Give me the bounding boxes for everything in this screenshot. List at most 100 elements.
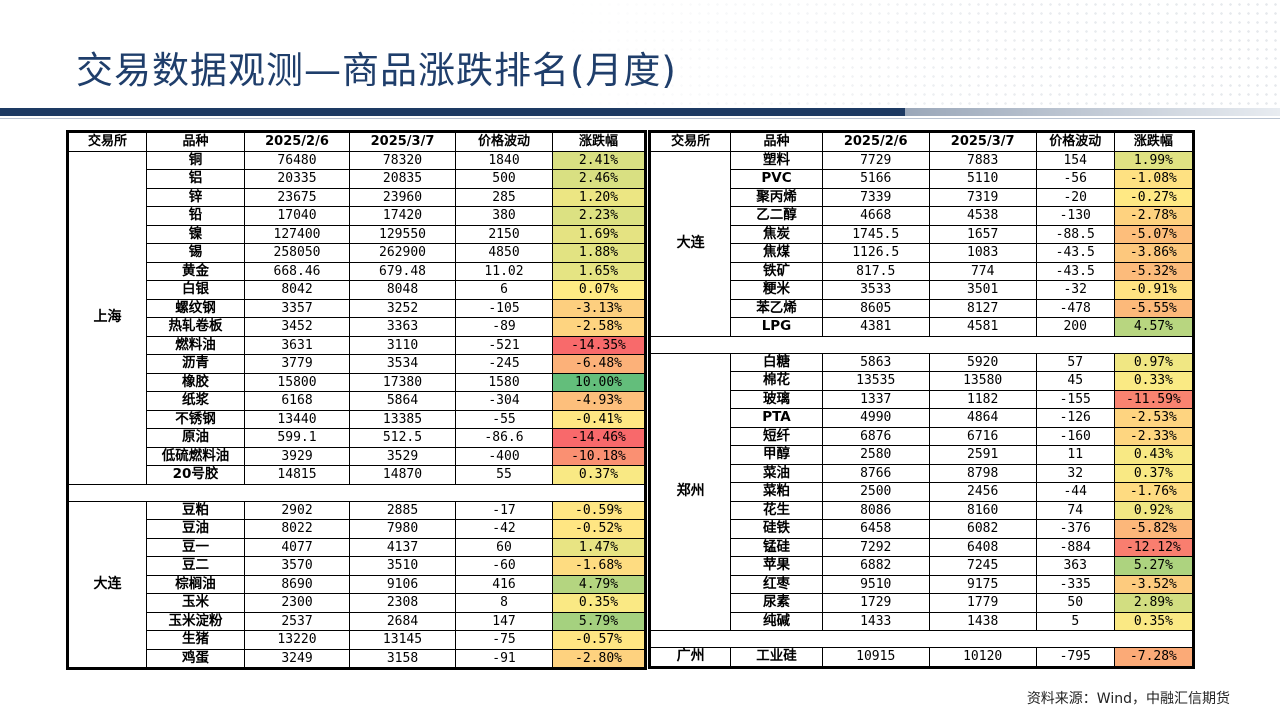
background-fade (560, 0, 1280, 118)
end-price-cell: 5864 (349, 391, 456, 411)
price-change-cell: 147 (455, 611, 553, 631)
price-change-cell: -86.6 (455, 428, 553, 448)
pct-change-cell: 5.27% (1113, 556, 1194, 576)
pct-change-cell: 0.43% (1113, 445, 1194, 465)
start-price-cell: 127400 (244, 224, 350, 244)
pct-change-cell: 1.88% (552, 243, 645, 263)
start-price-cell: 6168 (244, 391, 350, 411)
price-change-cell: 55 (455, 465, 553, 485)
start-price-cell: 8766 (821, 463, 930, 483)
start-price-cell: 13440 (244, 409, 350, 429)
table-row: 豆二 3570 3510 -60 -1.68% (69, 556, 645, 576)
pct-change-cell: -2.58% (552, 317, 645, 337)
variety-cell: 锰硅 (730, 537, 823, 557)
end-price-cell: 23960 (349, 187, 456, 207)
table-row: 短纤 6876 6716 -160 -2.33% (651, 426, 1194, 446)
right-ranking-table: 交易所 品种 2025/2/6 2025/3/7 价格波动 涨跌幅 大连 塑料 77… (648, 130, 1195, 669)
end-price-cell: 7245 (928, 556, 1037, 576)
variety-cell: 花生 (730, 500, 823, 520)
end-price-cell: 512.5 (349, 428, 456, 448)
table-row: 红枣 9510 9175 -335 -3.52% (651, 574, 1194, 594)
end-price-cell: 5920 (928, 352, 1037, 372)
pct-change-cell: 0.35% (1113, 611, 1194, 631)
variety-cell: 黄金 (146, 261, 245, 281)
table-row: 焦炭 1745.5 1657 -88.5 -5.07% (651, 224, 1194, 244)
end-price-cell: 7980 (349, 519, 456, 539)
start-price-cell: 7729 (821, 150, 930, 170)
start-price-cell: 2902 (244, 500, 350, 520)
start-price-cell: 17040 (244, 206, 350, 226)
price-change-cell: -88.5 (1035, 224, 1115, 244)
table-row: 菜粕 2500 2456 -44 -1.76% (651, 482, 1194, 502)
pct-change-cell: -5.32% (1113, 261, 1194, 281)
start-price-cell: 8690 (244, 574, 350, 594)
variety-cell: 原油 (146, 428, 245, 448)
price-change-cell: 416 (455, 574, 553, 594)
price-change-cell: -20 (1035, 187, 1115, 207)
end-price-cell: 3534 (349, 354, 456, 374)
start-price-cell: 4990 (821, 408, 930, 428)
source-note: 资料来源：Wind，中融汇信期货 (1026, 691, 1230, 707)
pct-change-cell: 0.37% (552, 465, 645, 485)
group-separator-row (650, 335, 1193, 354)
price-change-cell: -155 (1035, 389, 1115, 409)
pct-change-cell: -5.55% (1113, 298, 1194, 318)
pct-change-cell: -0.57% (552, 630, 645, 650)
end-price-cell: 6082 (928, 519, 1037, 539)
start-price-cell: 3357 (244, 298, 350, 318)
pct-change-cell: -0.41% (552, 409, 645, 429)
end-price-cell: 13145 (349, 630, 456, 650)
group-separator-row (650, 630, 1193, 648)
variety-cell: 低硫燃料油 (146, 446, 245, 466)
start-price-cell: 7339 (821, 187, 930, 207)
table-row: 广州 工业硅 10915 10120 -795 -7.28% (649, 647, 1194, 667)
variety-cell: 焦煤 (730, 243, 823, 263)
price-change-cell: -478 (1035, 298, 1115, 318)
start-price-cell: 8086 (821, 500, 930, 520)
pct-change-cell: 0.97% (1113, 352, 1194, 372)
pct-change-cell: 2.46% (552, 169, 645, 189)
end-price-cell: 1657 (928, 224, 1037, 244)
price-change-cell: -105 (455, 298, 553, 318)
price-change-cell: -795 (1035, 647, 1115, 667)
pct-change-cell: -4.93% (552, 391, 645, 411)
end-price-cell: 9175 (928, 574, 1037, 594)
pct-change-cell: 1.65% (552, 261, 645, 281)
variety-cell: 铅 (146, 206, 245, 226)
variety-cell: 橡胶 (146, 372, 245, 392)
table-row: 螺纹钢 3357 3252 -105 -3.13% (69, 298, 645, 318)
end-price-cell: 78320 (349, 150, 456, 170)
end-price-cell: 2885 (349, 500, 456, 520)
variety-cell: 菜油 (730, 463, 823, 483)
start-price-cell: 2580 (821, 445, 930, 465)
end-price-cell: 8160 (928, 500, 1037, 520)
price-change-cell: 1580 (455, 372, 553, 392)
end-price-cell: 10120 (928, 647, 1037, 667)
header-date-end: 2025/3/7 (928, 132, 1037, 152)
end-price-cell: 14870 (349, 465, 456, 485)
table-row: 纯碱 1433 1438 5 0.35% (651, 611, 1194, 631)
start-price-cell: 4077 (244, 537, 350, 557)
price-change-cell: -43.5 (1035, 261, 1115, 281)
pct-change-cell: -0.27% (1113, 187, 1194, 207)
exchange-cell: 郑州 (649, 352, 732, 631)
end-price-cell: 3363 (349, 317, 456, 337)
end-price-cell: 6408 (928, 537, 1037, 557)
pct-change-cell: 1.47% (552, 537, 645, 557)
pct-change-cell: -3.13% (552, 298, 645, 318)
end-price-cell: 8798 (928, 463, 1037, 483)
start-price-cell: 2300 (244, 593, 350, 613)
table-row: 上海铜 76480 78320 1840 2.41% (68, 150, 645, 485)
start-price-cell: 1337 (821, 389, 930, 409)
start-price-cell: 3779 (244, 354, 350, 374)
pct-change-cell: 0.35% (552, 593, 645, 613)
table-row: 玉米淀粉 2537 2684 147 5.79% (69, 611, 645, 631)
start-price-cell: 3452 (244, 317, 350, 337)
title-underline-dark (0, 108, 905, 116)
price-change-cell: -75 (455, 630, 553, 650)
price-change-cell: 154 (1035, 150, 1115, 170)
end-price-cell: 3529 (349, 446, 456, 466)
table-row: 粳米 3533 3501 -32 -0.91% (651, 280, 1194, 300)
variety-cell: 苯乙烯 (730, 298, 823, 318)
end-price-cell: 679.48 (349, 261, 456, 281)
